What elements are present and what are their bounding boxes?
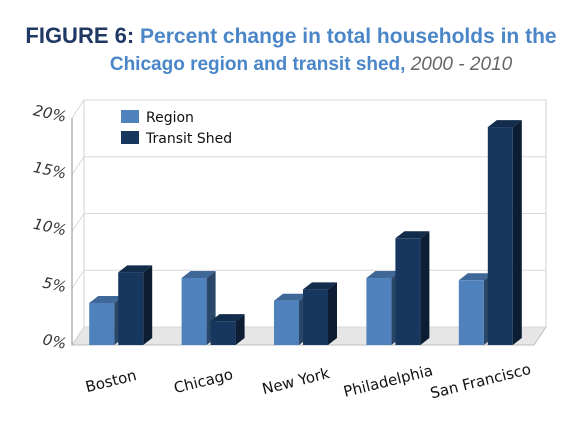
bar-new-york-region: [274, 300, 299, 345]
bar-philadelphia-region: [366, 278, 392, 345]
bar-boston-transit-shed-side: [143, 265, 153, 345]
x-tick-label-2: New York: [260, 364, 331, 398]
bar-san-francisco-region: [458, 280, 484, 345]
bar-chicago-transit-shed: [210, 321, 236, 345]
title-date-range: 2000 - 2010: [410, 54, 513, 75]
gridline-3: [71, 156, 546, 176]
bar-philadelphia-transit-shed-top: [395, 231, 430, 239]
y-tick-label-2: 10%: [32, 215, 68, 240]
bar-chicago-transit-shed-side: [235, 314, 245, 345]
bar-new-york-region-top: [274, 293, 308, 301]
bar-san-francisco-transit-shed-top: [487, 120, 522, 128]
x-tick-label-3: Philadelphia: [342, 361, 435, 401]
legend-label-0: Region: [146, 110, 194, 126]
bar-chicago-region: [181, 278, 207, 345]
bar-san-francisco-region-top: [458, 273, 493, 281]
title-line2: Chicago region and transit shed,: [109, 54, 406, 75]
figure-label: FIGURE 6:: [25, 23, 135, 48]
x-tick-label-0: Boston: [84, 366, 139, 396]
gridline-1: [71, 269, 546, 289]
legend-label-1: Transit Shed: [145, 131, 232, 147]
bar-san-francisco-transit-shed-side: [512, 120, 522, 345]
bar-philadelphia-transit-shed: [395, 238, 421, 345]
bar-new-york-transit-shed: [303, 289, 328, 345]
bar-chicago-region-top: [181, 271, 216, 279]
y-tick-label-4: 20%: [32, 101, 68, 126]
gridline-4: [71, 99, 546, 119]
bar-new-york-transit-shed-top: [303, 282, 337, 290]
bar-boston-transit-shed-top: [118, 265, 153, 273]
bar-boston-region: [89, 303, 115, 345]
bar-boston-region-top: [89, 296, 124, 304]
bar-philadelphia-transit-shed-side: [420, 231, 430, 345]
bar-san-francisco-transit-shed: [487, 127, 513, 345]
bar-chicago-transit-shed-top: [210, 314, 245, 322]
y-tick-label-1: 5%: [41, 274, 68, 297]
y-tick-label-0: 0%: [41, 330, 68, 353]
bar-new-york-transit-shed-side: [328, 282, 337, 345]
title-line1: Percent change in total households in th…: [140, 25, 557, 48]
x-tick-label-1: Chicago: [172, 365, 235, 397]
x-tick-label-4: San Francisco: [428, 360, 532, 402]
bar-boston-transit-shed: [118, 272, 144, 345]
y-tick-label-3: 15%: [32, 158, 68, 183]
bar-philadelphia-region-top: [366, 271, 401, 279]
chart-title: FIGURE 6: Percent change in total househ…: [0, 22, 582, 79]
legend-swatch-1: [121, 131, 139, 144]
gridline-2: [71, 213, 546, 232]
legend-swatch-0: [121, 110, 139, 123]
